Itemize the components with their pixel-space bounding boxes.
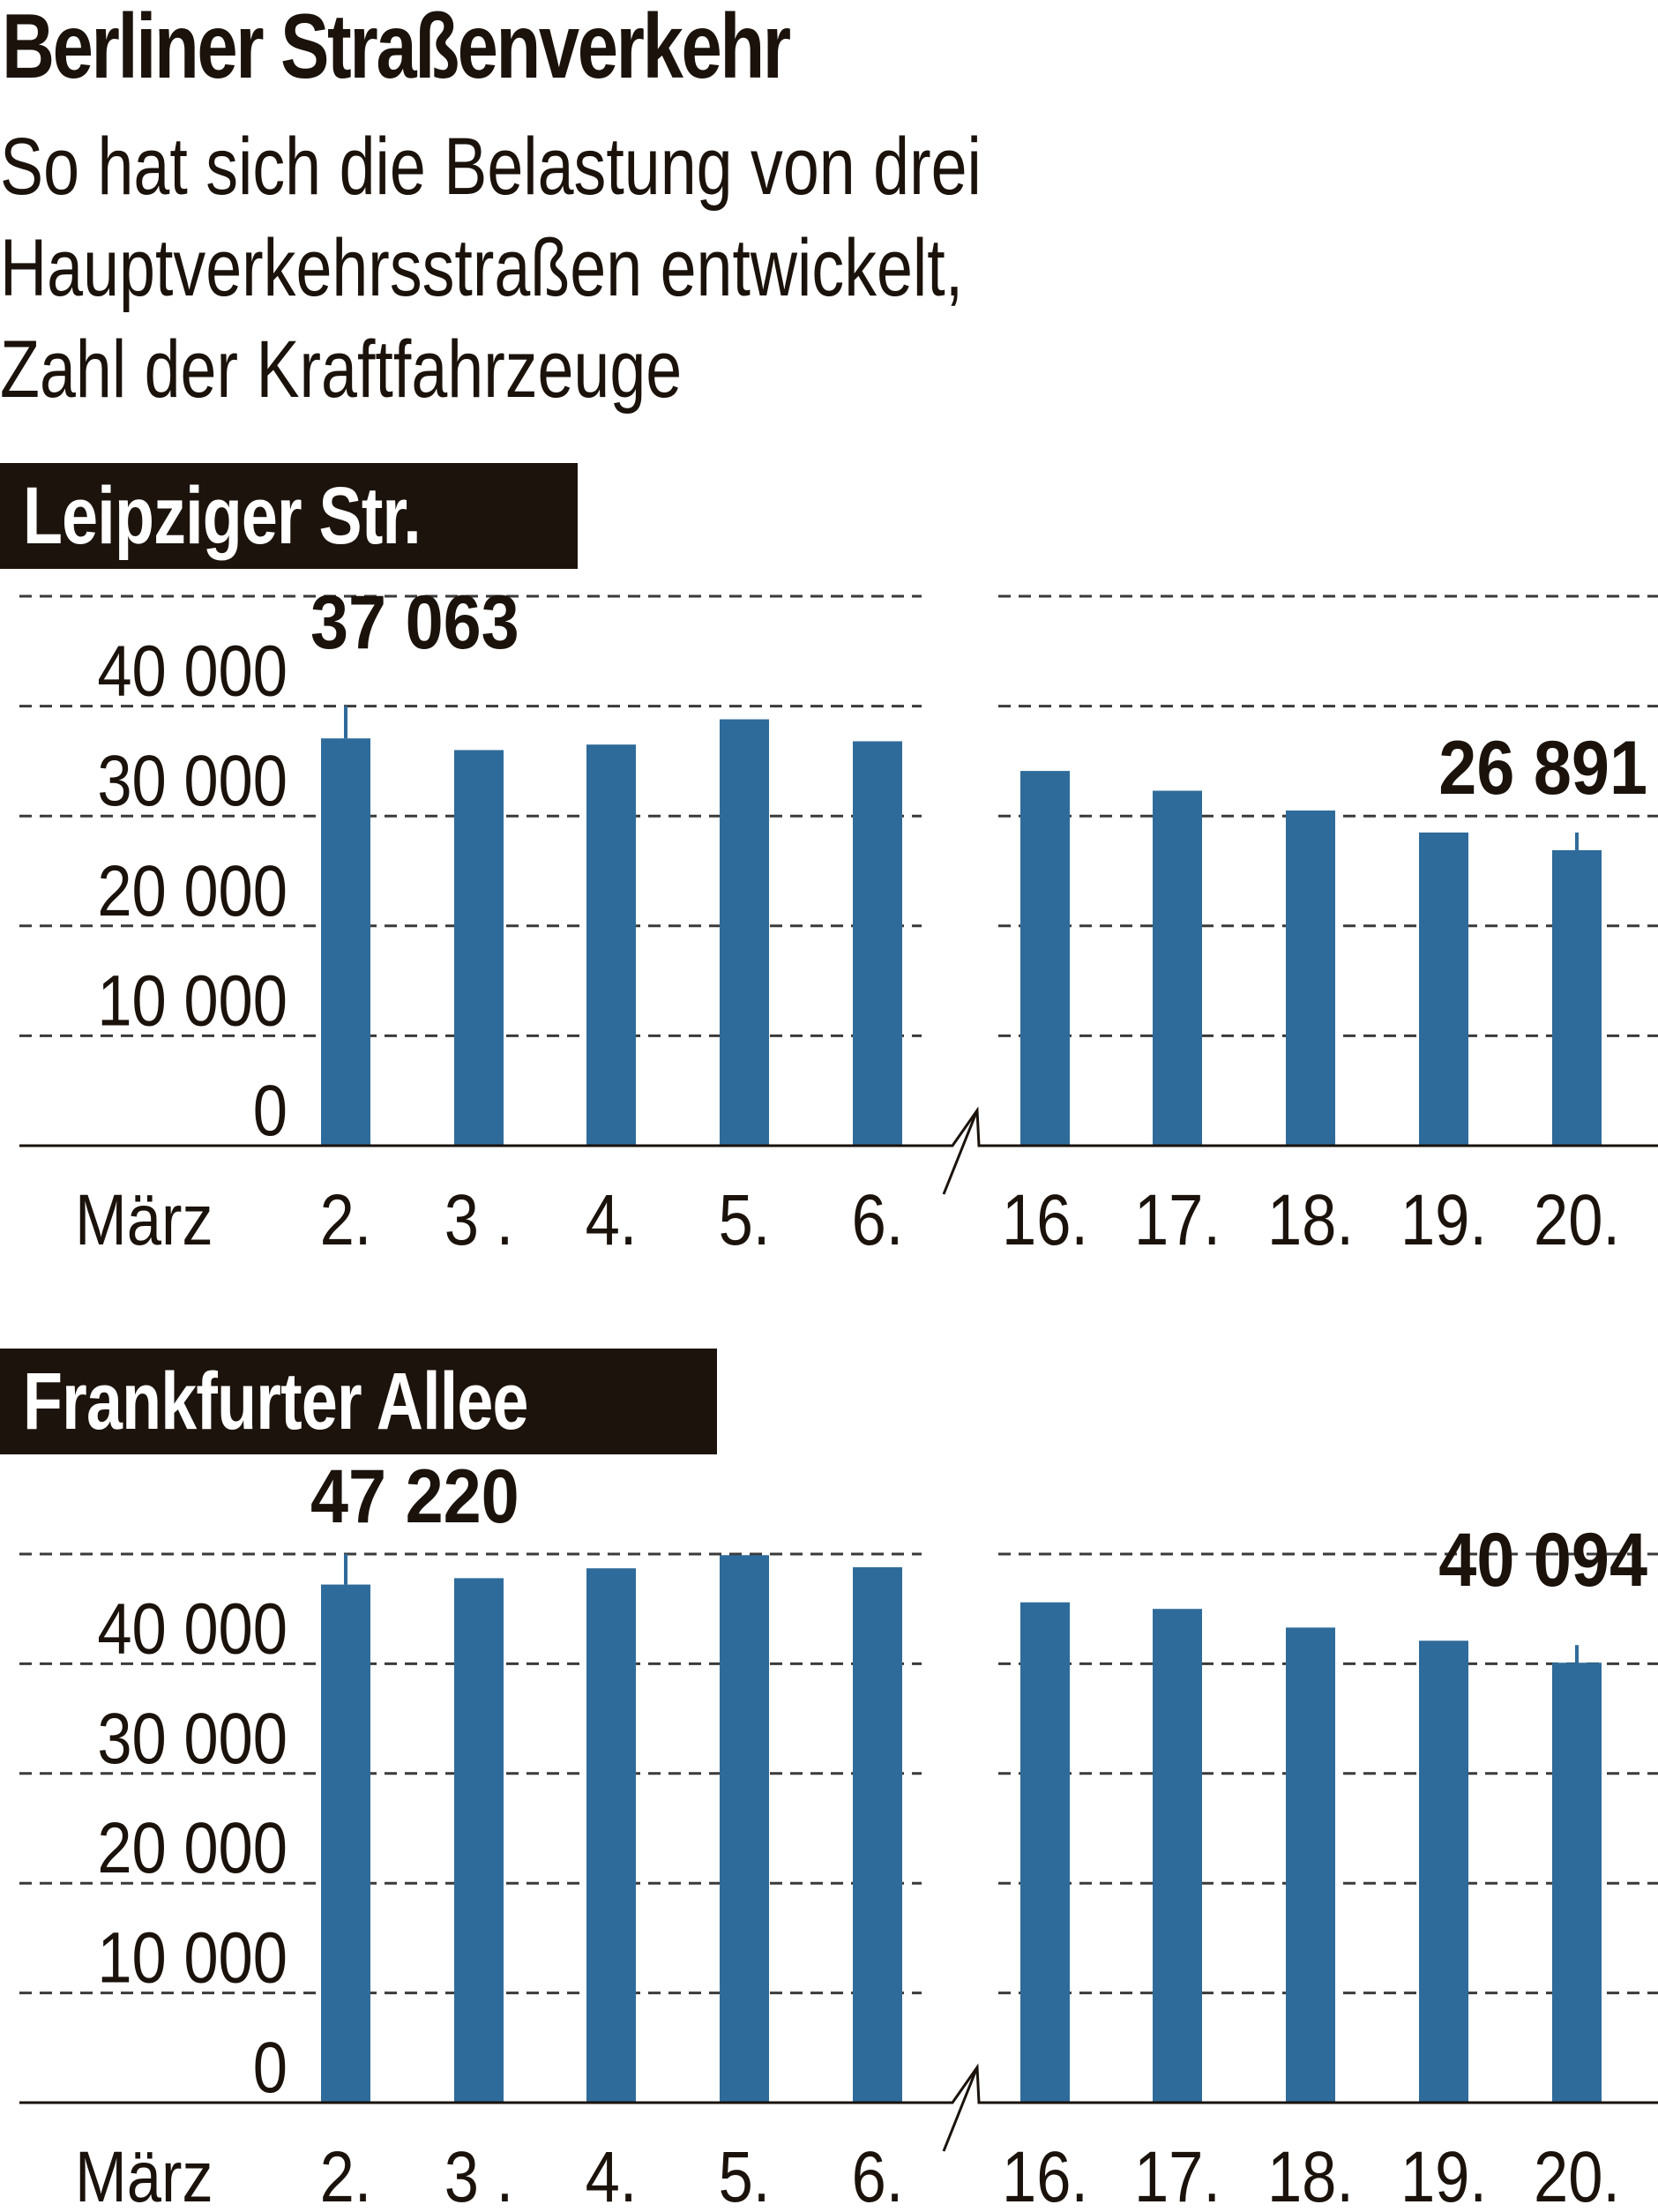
- y-tick-label: 0: [253, 2028, 288, 2108]
- bar: [853, 741, 902, 1146]
- bar: [586, 1568, 636, 2103]
- chart-subtitle: So hat sich die Belastung von drei Haupt…: [0, 116, 982, 421]
- bar-chart-leipziger: 0 10 000 20 000 30 000 40 000 37 063 26 891 Mär…: [19, 580, 1658, 1260]
- bar: [1286, 1627, 1335, 2103]
- x-tick-label: 5.: [719, 2137, 771, 2212]
- bar: [720, 719, 769, 1146]
- x-tick-label: 2.: [320, 1180, 372, 1260]
- x-tick-label: 3 .: [444, 2137, 513, 2212]
- subtitle-line-1: So hat sich die Belastung von drei: [0, 122, 982, 212]
- x-tick-label: 18.: [1267, 1180, 1354, 1260]
- x-tick-label: 20.: [1534, 1180, 1620, 1260]
- x-tick-label: 5.: [719, 1180, 771, 1260]
- x-tick-label: 4.: [586, 2137, 638, 2212]
- x-axis-label: März: [75, 1180, 213, 1260]
- y-tick-label: 40 000: [97, 1588, 288, 1669]
- x-tick-label: 19.: [1400, 2137, 1487, 2212]
- bar: [1419, 1640, 1468, 2103]
- x-axis-label: März: [75, 2137, 213, 2212]
- y-tick-label: 40 000: [97, 631, 288, 712]
- bar: [720, 1555, 769, 2103]
- bar: [1419, 832, 1468, 1146]
- axis-break-icon: [942, 1110, 979, 1195]
- x-axis-baseline: [19, 2063, 1658, 2104]
- bar: [853, 1566, 902, 2103]
- value-annotation: 37 063: [310, 580, 519, 665]
- bar: [586, 744, 636, 1146]
- x-tick-label: 2.: [320, 2137, 372, 2212]
- chart-title: Berliner Straßenverkehr: [2, 0, 791, 98]
- bar-chart-frankfurter: 0 10 000 20 000 30 000 40 000 47 220 40 094 Mär…: [19, 1454, 1658, 2212]
- street-label-frankfurter: Frankfurter Allee: [0, 1349, 717, 1454]
- x-tick-label: 6.: [852, 1180, 904, 1260]
- street-label-text: Leipziger Str.: [23, 471, 422, 561]
- y-tick-label: 30 000: [97, 741, 288, 821]
- value-annotation: 47 220: [310, 1454, 519, 1539]
- value-annotation: 26 891: [1438, 726, 1647, 811]
- bar: [1552, 849, 1602, 1146]
- x-tick-label: 3 .: [444, 1180, 513, 1260]
- street-label-text: Frankfurter Allee: [23, 1356, 528, 1446]
- y-tick-label: 0: [253, 1071, 288, 1151]
- bar: [1153, 790, 1202, 1146]
- axis-break-icon: [942, 2066, 979, 2152]
- bar: [1020, 771, 1070, 1146]
- y-tick-label: 10 000: [97, 960, 288, 1041]
- bar: [321, 1584, 370, 2103]
- x-tick-label: 17.: [1134, 2137, 1221, 2212]
- value-annotation: 40 094: [1438, 1518, 1647, 1603]
- y-tick-label: 20 000: [97, 1808, 288, 1888]
- bar: [454, 1578, 504, 2103]
- y-tick-label: 20 000: [97, 851, 288, 931]
- subtitle-line-3: Zahl der Kraftfahrzeuge: [0, 325, 683, 415]
- x-tick-label: 19.: [1400, 1180, 1487, 1260]
- bar: [454, 750, 504, 1146]
- bar: [1020, 1602, 1070, 2103]
- x-tick-label: 4.: [586, 1180, 638, 1260]
- x-tick-label: 17.: [1134, 1180, 1221, 1260]
- x-tick-label: 6.: [852, 2137, 904, 2212]
- x-tick-label: 18.: [1267, 2137, 1354, 2212]
- y-tick-label: 10 000: [97, 1918, 288, 1999]
- subtitle-line-2: Hauptverkehrsstraßen entwickelt,: [0, 223, 964, 313]
- x-tick-label: 16.: [1002, 1180, 1088, 1260]
- bar: [321, 738, 370, 1146]
- bar: [1286, 810, 1335, 1146]
- y-tick-label: 30 000: [97, 1699, 288, 1779]
- bar: [1153, 1609, 1202, 2103]
- x-axis-baseline: [19, 1106, 1658, 1147]
- bar: [1552, 1663, 1602, 2103]
- x-tick-label: 20.: [1534, 2137, 1620, 2212]
- x-tick-label: 16.: [1002, 2137, 1088, 2212]
- street-label-leipziger: Leipziger Str.: [0, 463, 578, 569]
